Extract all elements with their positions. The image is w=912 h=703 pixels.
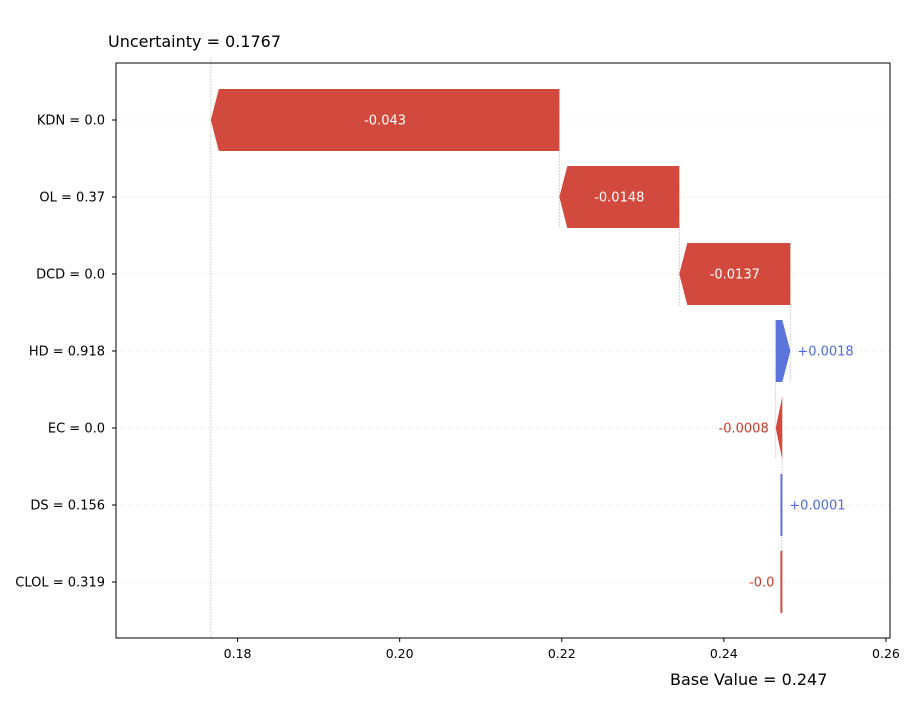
bar-value-label: -0.0008: [719, 422, 769, 437]
bars: [210, 89, 791, 613]
bar: [559, 166, 680, 228]
xtick-label: 0.26: [872, 646, 900, 661]
ytick-label: OL = 0.37: [39, 191, 105, 206]
axes: [112, 62, 891, 642]
bar: [775, 320, 791, 382]
ytick-label: KDN = 0.0: [37, 114, 105, 129]
bar: [210, 89, 560, 151]
xtick-label: 0.24: [710, 646, 738, 661]
ytick-label: EC = 0.0: [48, 422, 105, 437]
ytick-label: CLOL = 0.319: [15, 576, 105, 591]
base-value-label: Base Value = 0.247: [670, 670, 827, 689]
bar-value-label: -0.043: [364, 114, 406, 129]
xtick-label: 0.22: [548, 646, 576, 661]
bar: [679, 243, 791, 305]
bar-value-label: -0.0148: [594, 191, 644, 206]
bar: [775, 397, 783, 459]
bar-value-label: +0.0018: [797, 345, 853, 360]
uncertainty-title: Uncertainty = 0.1767: [108, 32, 281, 51]
ytick-label: DS = 0.156: [30, 499, 105, 514]
xtick-label: 0.20: [386, 646, 414, 661]
ytick-label: DCD = 0.0: [36, 268, 105, 283]
labels: -0.043 KDN = 0.0 -0.0148 OL = 0.37 -0.0137 DC…: [15, 114, 900, 662]
bar-value-label: +0.0001: [789, 499, 845, 514]
bar-value-label: -0.0137: [710, 268, 760, 283]
bar-value-label: -0.0: [749, 576, 774, 591]
xtick-label: 0.18: [224, 646, 252, 661]
gridlines: [116, 119, 890, 583]
ytick-label: HD = 0.918: [29, 345, 105, 360]
